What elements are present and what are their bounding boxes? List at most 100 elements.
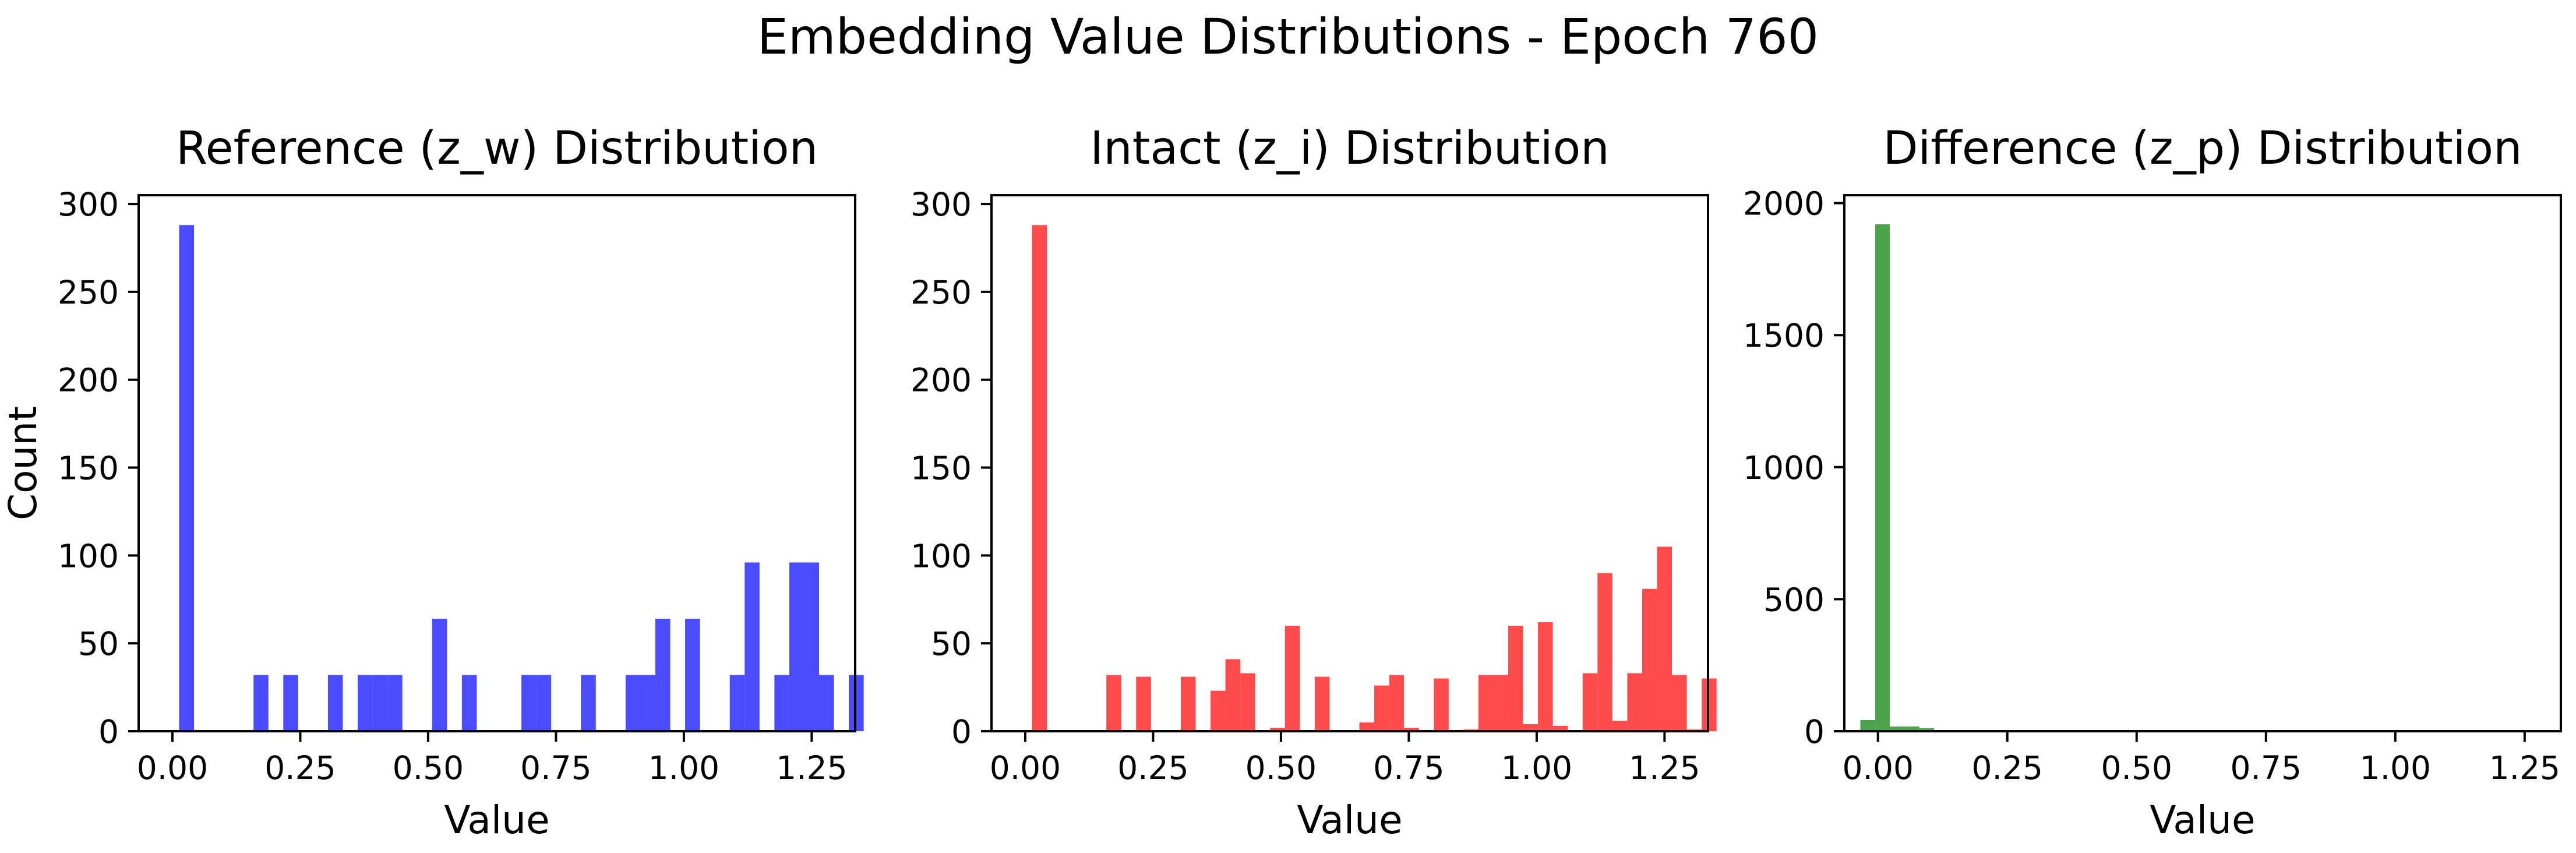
histogram-bar [1180, 676, 1196, 731]
histogram-bar [1404, 727, 1419, 731]
y-tick-label: 100 [911, 537, 972, 574]
histogram-bar [685, 618, 700, 731]
x-tick-label: 0.25 [1117, 749, 1188, 787]
histogram-bar [581, 675, 596, 731]
histogram-bar [1314, 676, 1330, 731]
histogram-bar [744, 562, 760, 731]
x-tick-label: 0.50 [393, 749, 464, 787]
histogram-panel-1: 0.00 0.25 0.50 0.75 1.00 1.25 0 50 100 150 200 250 3… [1, 122, 864, 843]
histogram-bar [1270, 727, 1285, 731]
x-tick-label: 1.00 [1501, 749, 1572, 787]
histogram-bar [1672, 675, 1687, 731]
x-tick-label: 1.00 [648, 749, 719, 787]
histogram-bar [1597, 573, 1612, 731]
x-tick-label: 0.75 [2231, 749, 2302, 787]
panel-title: Intact (z_i) Distribution [1090, 122, 1609, 175]
x-tick-label: 0.75 [1373, 749, 1444, 787]
x-tick-label: 0.75 [520, 749, 591, 787]
histogram-bar [521, 675, 537, 731]
y-tick-label: 2000 [1743, 185, 1825, 223]
histogram-bar [1919, 728, 1935, 731]
histogram-bar [1875, 224, 1890, 732]
x-tick-label: 1.25 [2489, 749, 2560, 787]
histogram-bar [536, 675, 552, 731]
y-tick-label: 0 [1804, 713, 1825, 750]
x-tick-label: 0.00 [1842, 749, 1913, 787]
panel-title: Difference (z_p) Distribution [1883, 122, 2522, 175]
x-tick-label: 0.25 [264, 749, 336, 787]
y-tick-label: 500 [1763, 581, 1825, 618]
x-tick-label: 0.00 [990, 749, 1061, 787]
y-tick-label: 50 [931, 625, 972, 662]
histogram-bar [1389, 675, 1405, 731]
histogram-bar [1493, 675, 1508, 731]
histogram-bar [1285, 626, 1300, 731]
histogram-bar [1890, 726, 1905, 731]
histogram-bar [387, 675, 403, 731]
axes-frame [990, 194, 1709, 732]
y-tick-label: 200 [911, 362, 972, 399]
y-tick-label: 50 [78, 625, 119, 662]
x-tick-label: 0.50 [1245, 749, 1317, 787]
x-axis-label: Value [1297, 798, 1402, 843]
x-tick-label: 0.50 [2101, 749, 2172, 787]
y-tick-label: 300 [58, 186, 119, 223]
histogram-bar [461, 675, 477, 731]
y-tick-label: 100 [58, 537, 119, 574]
histogram-bar [1860, 720, 1875, 731]
histogram-bar [640, 675, 655, 731]
histogram-bar [774, 675, 789, 731]
histogram-bar [804, 562, 820, 731]
histogram-bar [1240, 673, 1255, 731]
y-tick-label: 150 [911, 450, 972, 487]
x-axis-label: Value [2150, 798, 2255, 843]
histogram-bar [1508, 626, 1523, 731]
histogram-bar [1106, 675, 1121, 731]
histogram-bar [358, 675, 373, 731]
histogram-bar [1211, 690, 1226, 731]
histogram-bar [655, 618, 671, 731]
histogram-bar [1032, 225, 1047, 731]
y-tick-label: 1500 [1743, 317, 1825, 354]
histogram-panel-3: 0.00 0.25 0.50 0.75 1.00 1.25 0 500 1000 1500 2000… [1743, 122, 2562, 843]
histogram-bar [1523, 724, 1538, 731]
histogram-bar [283, 675, 298, 731]
axes-frame [1843, 194, 2562, 732]
histogram-bar [1904, 726, 1919, 731]
histogram-bar [432, 618, 447, 731]
y-tick-label: 250 [911, 274, 972, 311]
y-tick-label: 0 [98, 713, 119, 750]
histogram-panel-2: 0.00 0.25 0.50 0.75 1.00 1.25 0 50 100 150 200 250 3… [911, 122, 1717, 843]
y-tick-label: 0 [951, 713, 972, 750]
x-tick-label: 1.25 [776, 749, 847, 787]
y-axis-label: Count [1, 406, 45, 520]
histogram-bar [1478, 675, 1494, 731]
y-tick-label: 150 [58, 450, 119, 487]
histogram-bar [625, 675, 641, 731]
histogram-bar [1582, 673, 1598, 731]
histogram-bar [789, 562, 804, 731]
x-tick-label: 1.25 [1629, 749, 1700, 787]
y-tick-label: 250 [58, 274, 119, 311]
histogram-bar [1612, 720, 1628, 731]
histogram-bar [179, 225, 194, 731]
axes-frame [137, 194, 856, 732]
histogram-bar [1374, 685, 1389, 731]
histogram-bar [1434, 678, 1449, 731]
histogram-bar [1657, 547, 1672, 731]
y-tick-label: 200 [58, 362, 119, 399]
x-tick-label: 1.00 [2360, 749, 2431, 787]
x-tick-label: 0.00 [137, 749, 208, 787]
panel-title: Reference (z_w) Distribution [176, 122, 818, 175]
histogram-bar [253, 675, 269, 731]
histogram-bar [1136, 676, 1151, 731]
histogram-bar [729, 675, 745, 731]
histogram-bar [1359, 722, 1375, 731]
x-axis-label: Value [444, 798, 549, 843]
histogram-bar [1627, 673, 1642, 731]
histogram-bar [819, 675, 834, 731]
y-tick-label: 1000 [1743, 449, 1825, 487]
histogram-bar [1538, 622, 1553, 731]
histogram-bar [1642, 588, 1657, 731]
histogram-bar [1225, 659, 1241, 731]
